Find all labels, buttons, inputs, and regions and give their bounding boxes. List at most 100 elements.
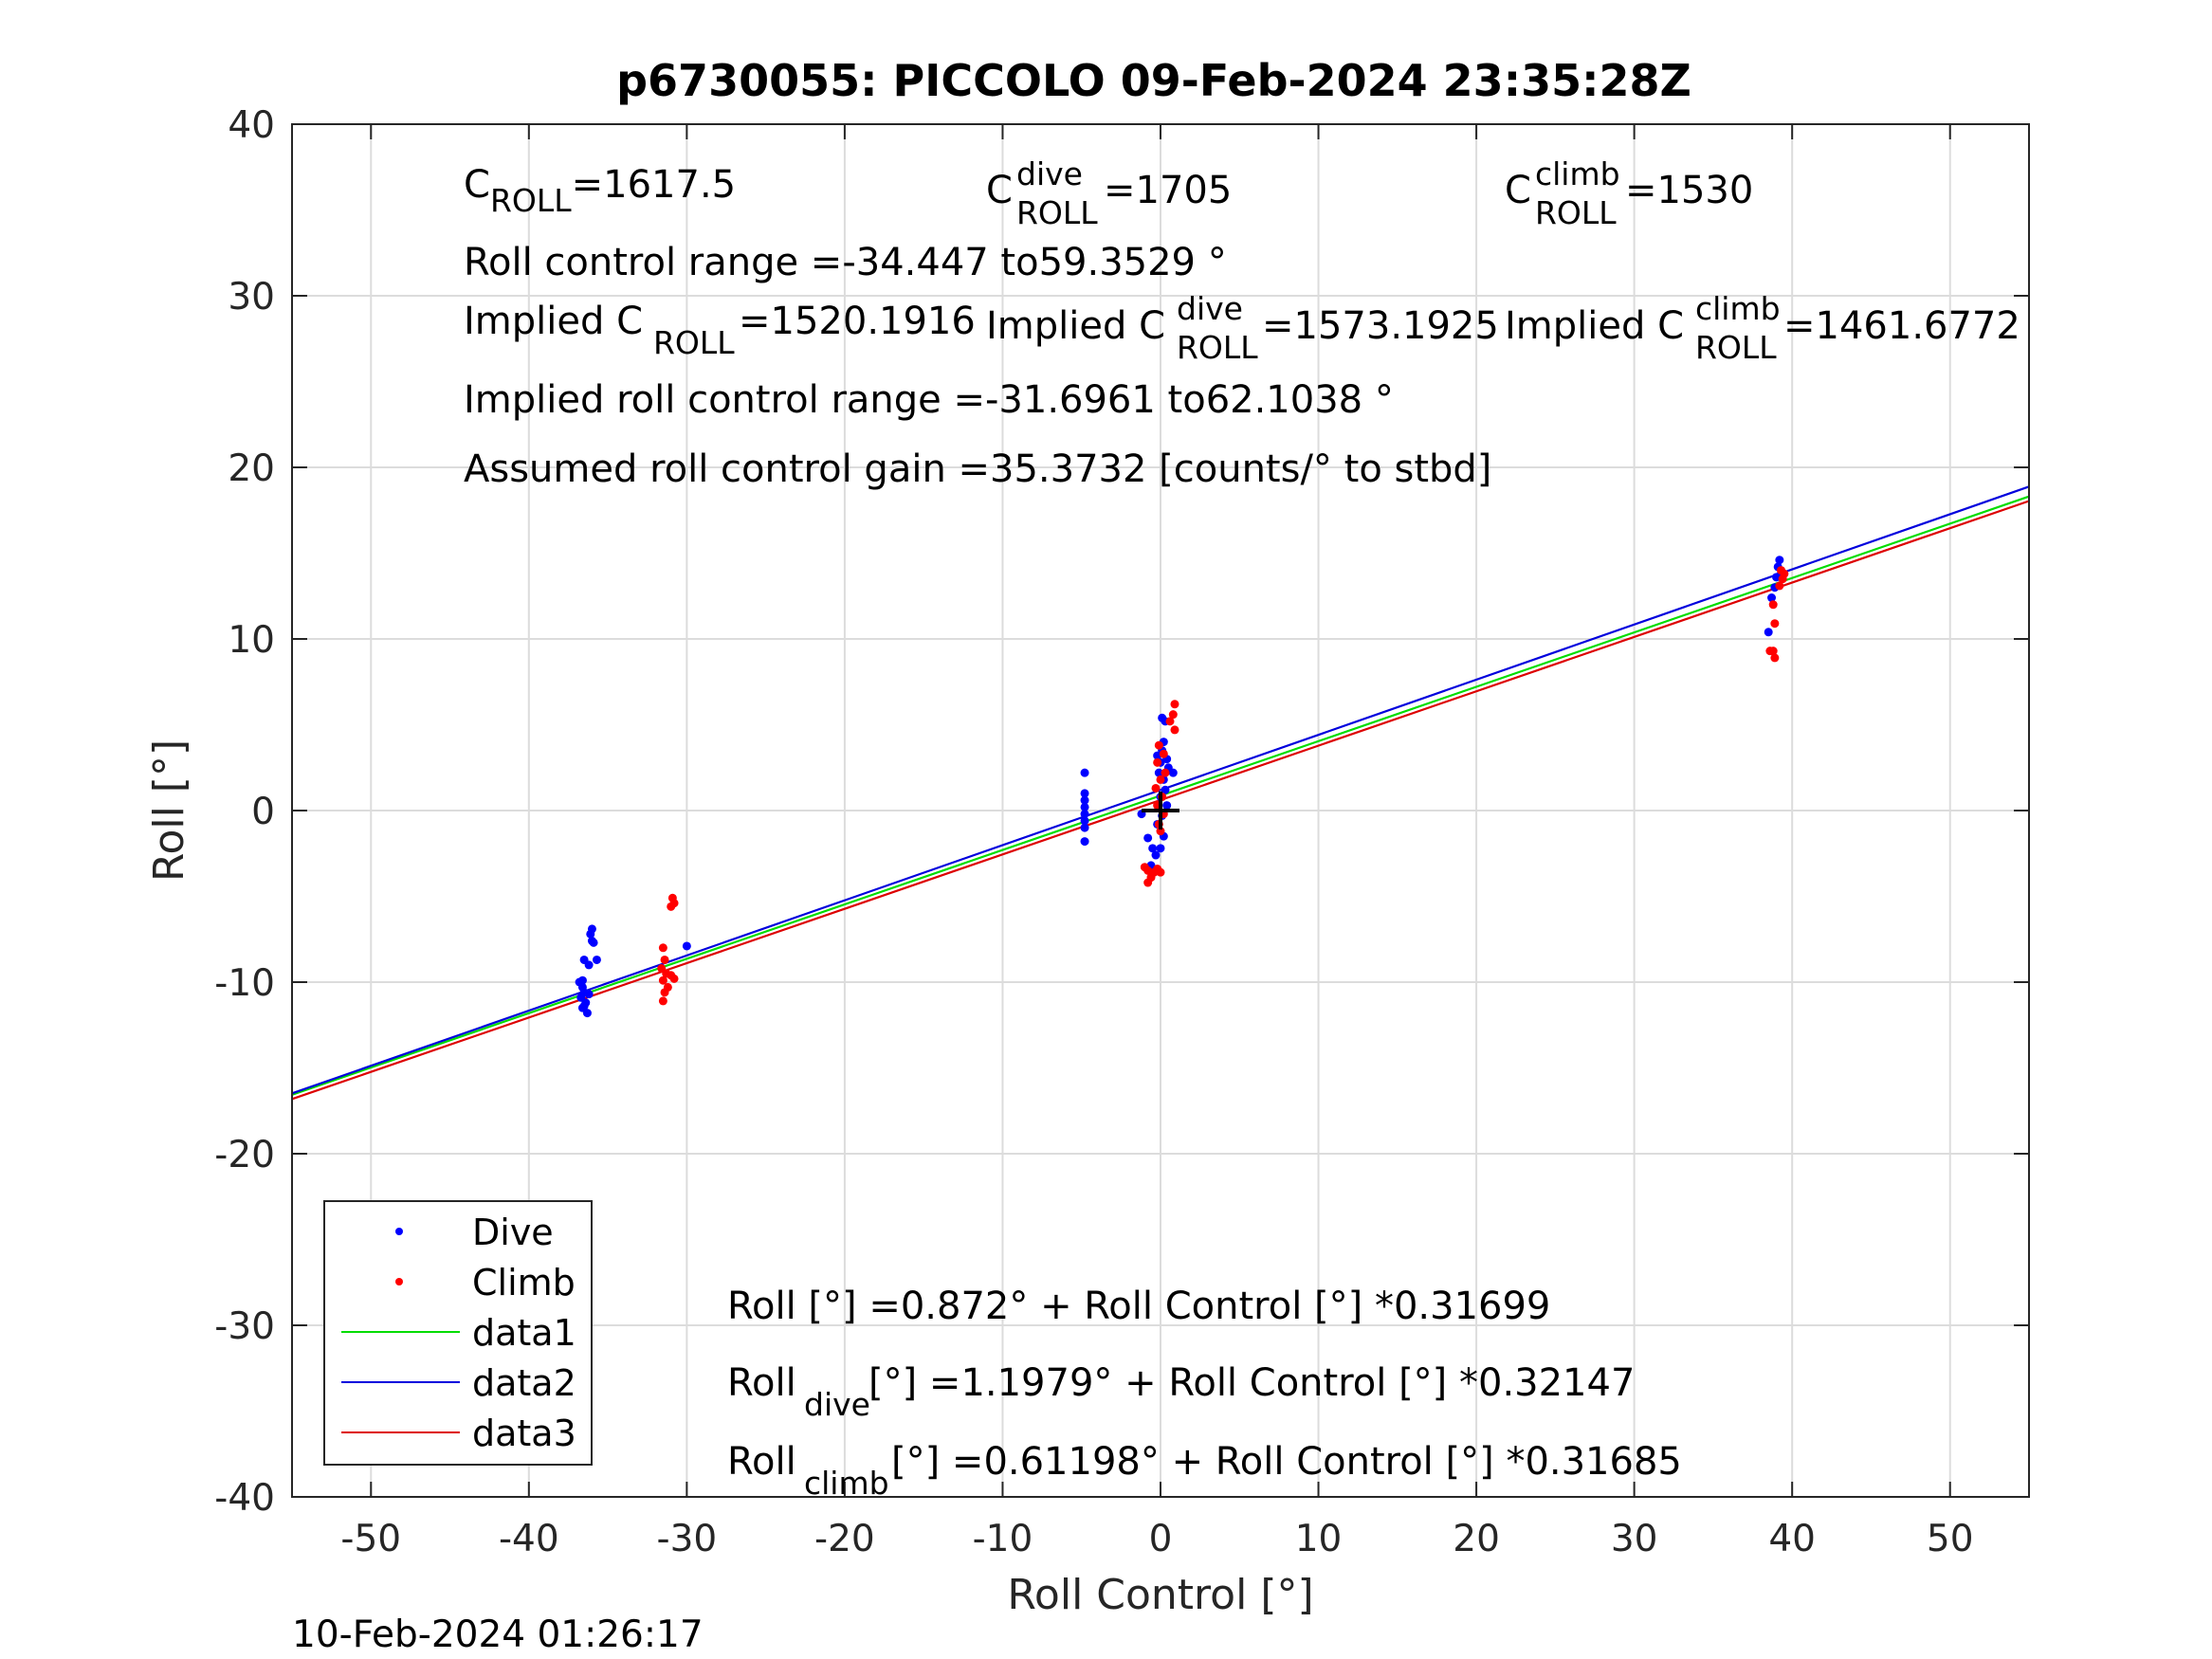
fit-equation-climb: Roll climb [°] =0.61198° + Roll Control … xyxy=(727,1440,1682,1502)
point-climb xyxy=(1775,581,1784,591)
annotation-implied-roll-control-range: Implied roll control range =-31.6961 to6… xyxy=(464,378,1394,422)
y-axis-label: Roll [°] xyxy=(145,739,193,882)
y-tick-label: 10 xyxy=(228,619,275,662)
point-dive xyxy=(1156,844,1165,853)
svg-text:=1573.1925: =1573.1925 xyxy=(1262,304,1499,348)
svg-text:[°] =1.1979° + Roll Control [°: [°] =1.1979° + Roll Control [°] *0.32147 xyxy=(868,1361,1635,1405)
point-dive xyxy=(1143,833,1153,843)
x-tick-label: -30 xyxy=(657,1518,718,1560)
point-climb xyxy=(660,988,669,997)
point-dive xyxy=(1148,844,1158,853)
point-dive xyxy=(1162,801,1172,811)
fit-equation-all: Roll [°] =0.872° + Roll Control [°] *0.3… xyxy=(727,1285,1550,1328)
svg-text:=1461.6772: =1461.6772 xyxy=(1783,304,2020,348)
svg-text:ROLL: ROLL xyxy=(1695,329,1777,366)
svg-text:climb: climb xyxy=(1695,290,1781,327)
point-climb xyxy=(667,902,676,911)
svg-text:=1520.1916: =1520.1916 xyxy=(739,300,976,343)
y-tick-label: -20 xyxy=(214,1134,275,1176)
legend-label-dive: Dive xyxy=(472,1212,554,1253)
annotation-implied-c-roll: Implied C ROLL =1520.1916 xyxy=(464,300,976,361)
x-tick-label: 40 xyxy=(1768,1518,1816,1560)
annotation-roll-control-range: Roll control range =-34.447 to59.3529 ° xyxy=(464,241,1227,284)
point-dive xyxy=(582,1009,592,1018)
timestamp-label: 10-Feb-2024 01:26:17 xyxy=(292,1613,704,1656)
point-dive xyxy=(589,938,598,947)
annotation-c-roll: CROLL=1617.5 xyxy=(464,163,736,219)
y-tick-label: 30 xyxy=(228,276,275,319)
point-climb xyxy=(658,996,667,1006)
point-climb xyxy=(1780,569,1789,578)
point-climb xyxy=(658,975,667,985)
svg-text:dive: dive xyxy=(1177,290,1243,327)
point-climb xyxy=(1770,619,1780,629)
svg-text:=1705: =1705 xyxy=(1104,169,1232,212)
point-climb xyxy=(1156,867,1165,877)
tick-marks-layer xyxy=(292,123,2029,1498)
x-tick-label: 20 xyxy=(1453,1518,1500,1560)
point-climb xyxy=(1154,740,1163,750)
point-climb xyxy=(1170,700,1179,709)
legend-marker-climb xyxy=(395,1278,403,1285)
x-tick-label: -50 xyxy=(340,1518,401,1560)
point-climb xyxy=(1170,725,1179,735)
point-climb xyxy=(1165,717,1175,726)
legend-label-data3: data3 xyxy=(472,1413,576,1454)
point-climb xyxy=(1768,647,1778,656)
svg-text:Roll: Roll xyxy=(727,1361,796,1405)
point-dive xyxy=(1080,768,1089,777)
point-dive xyxy=(1151,850,1161,860)
point-dive xyxy=(1080,816,1089,826)
point-climb xyxy=(1161,768,1170,777)
svg-text:Implied C: Implied C xyxy=(464,300,643,343)
point-climb xyxy=(1151,783,1161,793)
tick-labels-layer: -50 -40 -30 -20 -10 0 10 20 30 40 50 -40 -30 -20 -10 0 1… xyxy=(214,104,1973,1560)
svg-text:CROLL=1617.5: CROLL=1617.5 xyxy=(464,163,736,219)
svg-text:dive: dive xyxy=(1016,155,1083,192)
x-tick-label: 10 xyxy=(1295,1518,1343,1560)
annotation-c-roll-dive: C dive ROLL =1705 xyxy=(986,155,1232,231)
svg-text:Roll: Roll xyxy=(727,1440,796,1484)
point-dive xyxy=(592,955,601,964)
point-dive xyxy=(1154,768,1163,777)
point-dive xyxy=(1775,556,1784,565)
point-climb xyxy=(658,943,667,953)
point-dive xyxy=(1168,768,1178,777)
svg-text:climb: climb xyxy=(804,1465,889,1502)
y-tick-label: -30 xyxy=(214,1305,275,1348)
annotation-assumed-gain: Assumed roll control gain =35.3732 [coun… xyxy=(464,447,1491,491)
svg-text:ROLL: ROLL xyxy=(653,324,735,361)
point-dive xyxy=(682,941,691,951)
annotation-implied-c-roll-dive: Implied C dive ROLL =1573.1925 xyxy=(986,290,1499,366)
point-dive xyxy=(1764,628,1773,637)
point-climb xyxy=(1153,757,1162,767)
x-axis-label: Roll Control [°] xyxy=(1007,1571,1313,1619)
y-tick-label: -10 xyxy=(214,962,275,1005)
x-tick-label: 0 xyxy=(1149,1518,1173,1560)
legend-label-data1: data1 xyxy=(472,1312,576,1354)
y-tick-label: 0 xyxy=(251,791,275,833)
point-climb xyxy=(1768,600,1778,610)
point-dive xyxy=(579,1001,589,1011)
point-climb xyxy=(660,955,669,964)
point-climb xyxy=(669,974,679,983)
y-tick-label: -40 xyxy=(214,1477,275,1520)
svg-text:dive: dive xyxy=(804,1386,870,1423)
x-tick-label: -40 xyxy=(499,1518,559,1560)
point-dive xyxy=(1080,795,1089,805)
point-dive xyxy=(587,924,596,934)
svg-text:[°] =0.61198° + Roll Control [: [°] =0.61198° + Roll Control [°] *0.3168… xyxy=(891,1440,1682,1484)
svg-text:=1530: =1530 xyxy=(1625,169,1753,212)
y-tick-label: 20 xyxy=(228,447,275,490)
fit-equation-dive: Roll dive [°] =1.1979° + Roll Control [°… xyxy=(727,1361,1635,1423)
point-dive xyxy=(584,990,594,999)
x-tick-label: 50 xyxy=(1927,1518,1974,1560)
point-climb xyxy=(1168,710,1178,720)
point-dive xyxy=(1080,789,1089,798)
y-tick-label: 40 xyxy=(228,104,275,147)
svg-text:Implied C: Implied C xyxy=(986,304,1165,348)
chart-title: p6730055: PICCOLO 09-Feb-2024 23:35:28Z xyxy=(616,55,1691,106)
annotation-c-roll-climb: C climb ROLL =1530 xyxy=(1505,155,1753,231)
annotation-implied-c-roll-climb: Implied C climb ROLL =1461.6772 xyxy=(1505,290,2020,366)
